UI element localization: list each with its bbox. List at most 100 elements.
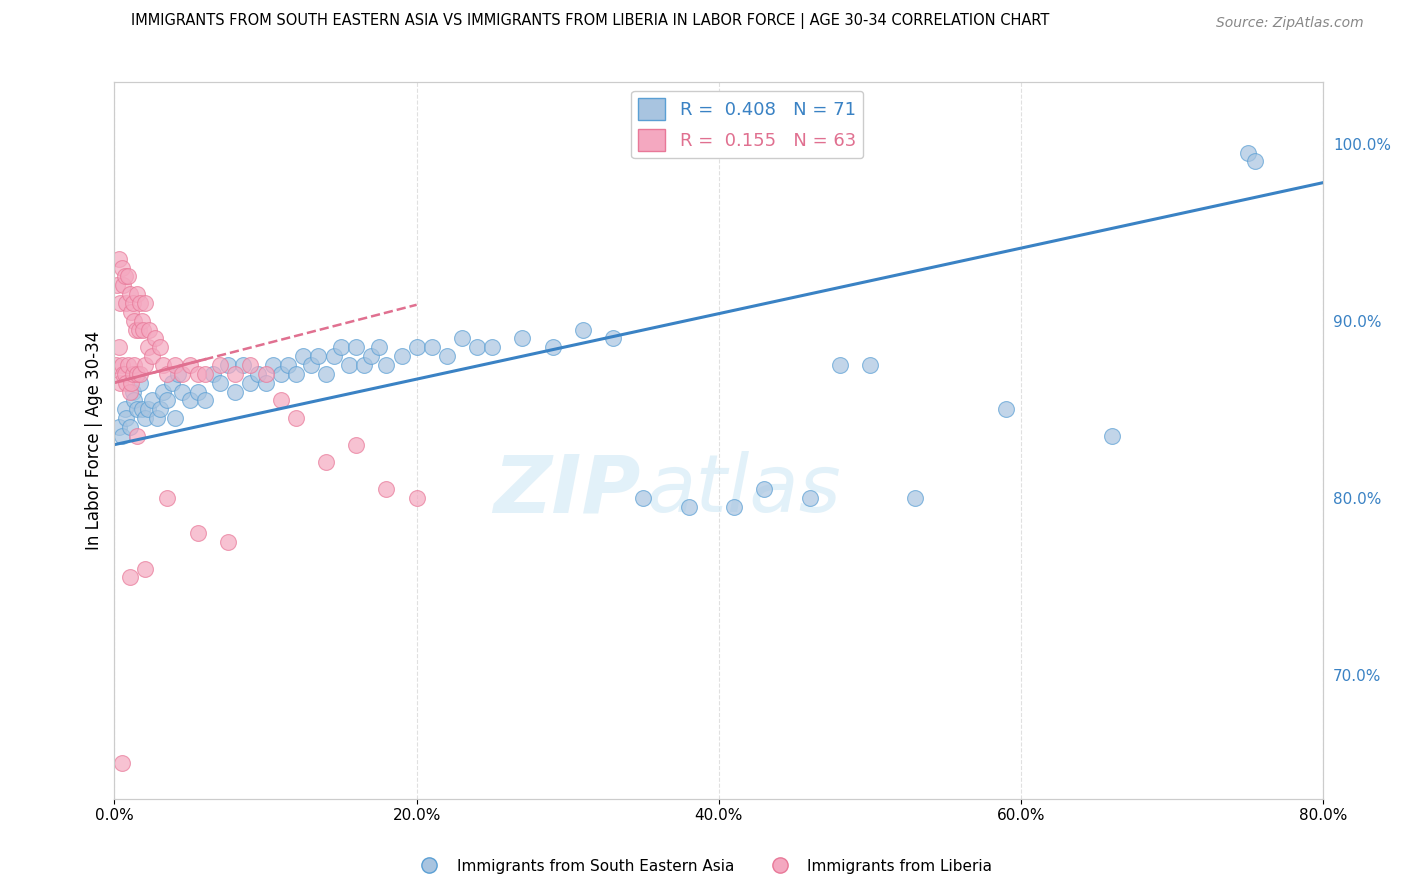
Point	[224, 384, 246, 399]
Point	[859, 358, 882, 372]
Point	[420, 340, 443, 354]
Point	[129, 367, 152, 381]
Point	[465, 340, 488, 354]
Point	[134, 561, 156, 575]
Point	[156, 393, 179, 408]
Point	[149, 402, 172, 417]
Point	[405, 491, 427, 505]
Point	[315, 367, 337, 381]
Point	[122, 358, 145, 372]
Point	[299, 358, 322, 372]
Point	[131, 402, 153, 417]
Point	[186, 367, 208, 381]
Point	[118, 287, 141, 301]
Point	[114, 367, 136, 381]
Point	[678, 500, 700, 514]
Point	[270, 367, 292, 381]
Point	[239, 358, 262, 372]
Point	[124, 322, 146, 336]
Point	[136, 340, 159, 354]
Point	[186, 526, 208, 541]
Point	[375, 358, 398, 372]
Point	[121, 296, 143, 310]
Point	[375, 482, 398, 496]
Point	[134, 411, 156, 425]
Point	[141, 349, 163, 363]
Point	[115, 296, 138, 310]
Point	[167, 367, 190, 381]
Point	[201, 367, 224, 381]
Point	[111, 756, 134, 771]
Point	[117, 358, 139, 372]
Point	[156, 367, 179, 381]
Point	[118, 384, 141, 399]
Point	[163, 358, 186, 372]
Point	[108, 252, 131, 266]
Point	[209, 376, 232, 390]
Point	[512, 331, 534, 345]
Point	[572, 322, 595, 336]
Text: ZIP: ZIP	[494, 451, 640, 530]
Point	[322, 349, 344, 363]
Point	[134, 296, 156, 310]
Text: Source: ZipAtlas.com: Source: ZipAtlas.com	[1216, 16, 1364, 30]
Point	[307, 349, 329, 363]
Point	[262, 358, 284, 372]
Point	[160, 376, 183, 390]
Point	[114, 269, 136, 284]
Point	[315, 455, 337, 469]
Point	[217, 358, 239, 372]
Point	[344, 437, 367, 451]
Point	[194, 367, 217, 381]
Point	[136, 402, 159, 417]
Point	[152, 358, 174, 372]
Point	[104, 358, 127, 372]
Point	[125, 367, 148, 381]
Point	[121, 367, 143, 381]
Point	[112, 278, 135, 293]
Point	[451, 331, 474, 345]
Point	[125, 287, 148, 301]
Point	[110, 376, 132, 390]
Point	[118, 420, 141, 434]
Point	[186, 384, 208, 399]
Point	[330, 340, 353, 354]
Point	[360, 349, 382, 363]
Point	[122, 393, 145, 408]
Text: atlas: atlas	[647, 451, 841, 530]
Point	[828, 358, 851, 372]
Point	[284, 367, 307, 381]
Point	[799, 491, 821, 505]
Point	[179, 393, 201, 408]
Point	[194, 393, 217, 408]
Point	[254, 367, 277, 381]
Point	[145, 411, 167, 425]
Point	[217, 535, 239, 549]
Point	[125, 429, 148, 443]
Point	[112, 367, 135, 381]
Point	[128, 322, 150, 336]
Point	[120, 376, 142, 390]
Point	[138, 322, 160, 336]
Point	[994, 402, 1017, 417]
Point	[367, 340, 389, 354]
Point	[149, 340, 172, 354]
Point	[120, 305, 142, 319]
Point	[337, 358, 360, 372]
Point	[284, 411, 307, 425]
Point	[129, 296, 152, 310]
Point	[131, 314, 153, 328]
Point	[254, 376, 277, 390]
Point	[108, 340, 131, 354]
Point	[125, 402, 148, 417]
Point	[152, 384, 174, 399]
Point	[172, 367, 194, 381]
Point	[111, 429, 134, 443]
Legend: R =  0.408   N = 71, R =  0.155   N = 63: R = 0.408 N = 71, R = 0.155 N = 63	[631, 91, 863, 158]
Point	[270, 393, 292, 408]
Point	[224, 367, 246, 381]
Point	[156, 491, 179, 505]
Point	[163, 411, 186, 425]
Point	[633, 491, 655, 505]
Point	[292, 349, 315, 363]
